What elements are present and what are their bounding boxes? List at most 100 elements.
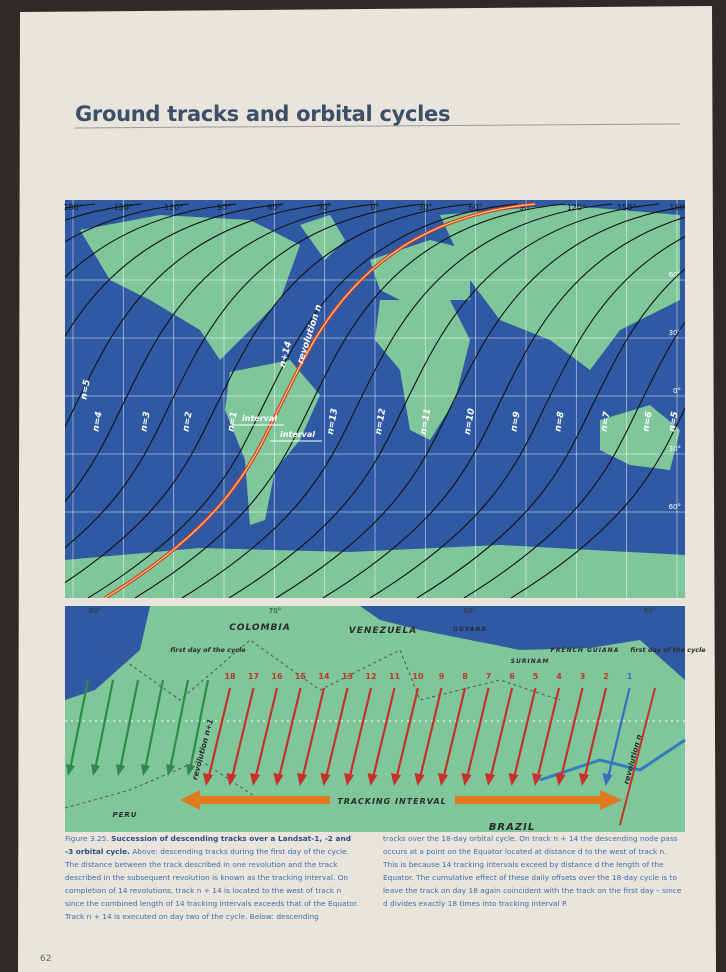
track-label: n=8: [553, 411, 566, 433]
longitude-label: 30°: [418, 203, 432, 212]
day-number: 7: [486, 672, 492, 681]
country-label: PERU: [113, 811, 138, 819]
interval-label: interval: [242, 414, 277, 423]
longitude-label: 30°: [318, 203, 332, 212]
track-arrow: [118, 679, 140, 771]
day-number: 18: [224, 672, 236, 681]
day-number: 13: [342, 672, 353, 681]
day-track: [535, 687, 561, 781]
first-day-label: first day of the cycle: [170, 646, 246, 654]
track-label: n=10: [463, 408, 477, 436]
arrow-head: [116, 764, 125, 776]
arrow-head: [66, 764, 75, 776]
world-map: 180° 150° 120° 90° 60° 30° 0° 30° 60° 90° 120° 150°…: [63, 200, 685, 598]
track-label: n=13: [326, 408, 340, 436]
interval-label: interval: [280, 430, 315, 439]
longitude-label: 0°: [370, 203, 379, 212]
latitude-label: 60°: [669, 503, 681, 511]
arrow-head: [367, 773, 378, 786]
longitude-label: 60°: [469, 203, 483, 212]
arrow-head: [461, 773, 472, 786]
arrow-head: [273, 773, 284, 786]
longitude-label: 50°: [644, 607, 656, 615]
longitude-label: 180°: [63, 203, 82, 212]
latitude-label: 30°: [669, 445, 681, 453]
ground-track: [65, 203, 425, 549]
track-arrow: [93, 679, 115, 771]
tracking-interval-label: TRACKING INTERVAL: [337, 797, 446, 806]
day-track: [512, 687, 537, 781]
caption-text: Above: descending tracks during the firs…: [65, 847, 359, 921]
track-label: n=7: [599, 410, 612, 432]
arrow-head: [555, 773, 566, 786]
track-arrow: [188, 679, 210, 771]
ground-track: [228, 203, 660, 598]
day-track: [441, 687, 467, 781]
arrow-head: [438, 773, 448, 786]
tracking-interval-arrow: [455, 790, 622, 810]
longitude-label: 150°: [617, 203, 636, 212]
day-track: [277, 687, 302, 781]
first-day-label: first day of the cycle: [630, 646, 706, 654]
arrow-head: [186, 764, 195, 776]
day-number: 15: [295, 672, 307, 681]
regional-map: 80° 70° 60° 50° COLOMBIA VENEZUELA GUYANA SURIN…: [64, 606, 706, 833]
revolution-n-core: [104, 203, 536, 598]
longitude-label: 90°: [519, 203, 533, 212]
figure-title: Succession of descending tracks over a L…: [65, 834, 352, 856]
track-label: n=4: [91, 411, 104, 433]
day-track: [324, 687, 349, 781]
longitude-label: 70°: [269, 607, 281, 615]
track-label: n=3: [139, 411, 152, 433]
arrow-head: [508, 773, 519, 786]
country-label: BRAZIL: [489, 822, 535, 833]
day-number: 5: [533, 672, 539, 681]
title-rule: [74, 123, 681, 129]
track-label: n=6: [641, 411, 654, 433]
ground-track: [510, 406, 685, 598]
revolution-n-track: [619, 687, 656, 826]
arrow-head: [344, 773, 354, 786]
country-label: GUYANA: [453, 626, 487, 633]
day-number: 12: [365, 672, 376, 681]
day-number: 8: [462, 672, 468, 681]
arrow-head: [226, 773, 237, 786]
caption-left: Figure 3.25. Succession of descending tr…: [65, 832, 360, 923]
arrow-head: [166, 764, 175, 776]
arrow-head: [602, 773, 613, 786]
page-number: 62: [40, 954, 52, 964]
figure-label: Figure 3.25.: [65, 834, 109, 843]
ground-track: [322, 216, 685, 598]
ground-track: [463, 321, 685, 598]
day-number: 11: [389, 672, 401, 681]
day-number: 1: [627, 672, 633, 681]
longitude-label: 80°: [89, 607, 101, 615]
day-number: 17: [248, 672, 259, 681]
track-label: n=2: [181, 411, 194, 433]
day-number: 3: [580, 672, 586, 681]
day-track: [418, 687, 443, 781]
latitude-label: 30°: [669, 329, 681, 337]
tracking-interval-arrow: [180, 790, 330, 810]
day-track: [559, 687, 584, 781]
day-track: [253, 687, 279, 781]
longitude-label: 120°: [164, 203, 183, 212]
country-label: SURINAM: [511, 658, 550, 665]
track-label: n=11: [419, 408, 433, 436]
page-title: Ground tracks and orbital cycles: [75, 102, 451, 126]
track-label: n=1: [226, 411, 239, 433]
country-label: COLOMBIA: [229, 623, 290, 633]
track-label: n=12: [374, 408, 388, 436]
day-number: 2: [603, 672, 609, 681]
day-number: 6: [509, 672, 515, 681]
country-label: FRENCH GUIANA: [551, 647, 620, 654]
arrow-head: [320, 773, 331, 786]
day-track: [300, 687, 326, 781]
arrow-head: [250, 773, 260, 786]
longitude-label: 60°: [464, 607, 476, 615]
track-label: n=5: [79, 379, 92, 401]
ground-track: [134, 203, 566, 598]
longitude-label: 60°: [267, 203, 281, 212]
longitude-label: 150°: [114, 203, 133, 212]
